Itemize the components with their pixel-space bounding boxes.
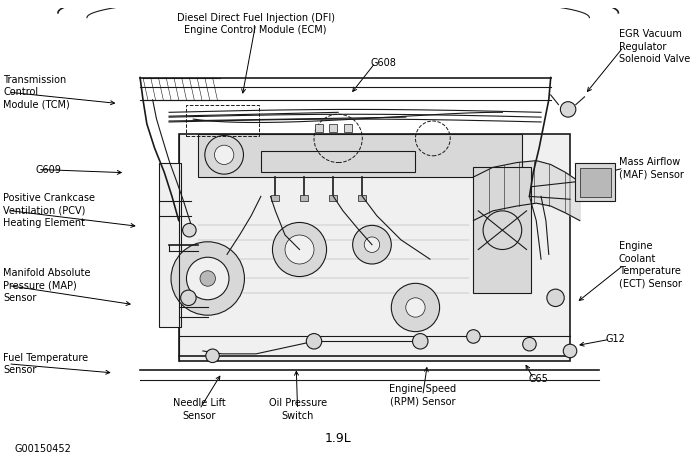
Text: G65: G65 (529, 374, 549, 384)
Bar (330, 195, 337, 201)
Circle shape (186, 257, 229, 300)
Circle shape (467, 330, 480, 343)
Circle shape (353, 225, 391, 264)
Text: G609: G609 (35, 164, 61, 175)
Circle shape (200, 271, 216, 286)
Circle shape (547, 289, 564, 307)
Text: Transmission
Control
Module (TCM): Transmission Control Module (TCM) (4, 75, 70, 110)
Bar (178, 134, 570, 361)
Text: Fuel Temperature
Sensor: Fuel Temperature Sensor (4, 353, 88, 375)
Bar (160, 162, 181, 327)
Circle shape (206, 349, 219, 363)
Bar (198, 134, 522, 177)
Text: G12: G12 (606, 334, 625, 344)
Text: Manifold Absolute
Pressure (MAP)
Sensor: Manifold Absolute Pressure (MAP) Sensor (4, 268, 91, 303)
Circle shape (272, 222, 327, 276)
Circle shape (406, 298, 425, 317)
Bar (300, 195, 308, 201)
Circle shape (412, 333, 428, 349)
Circle shape (285, 235, 314, 264)
Bar (330, 124, 337, 131)
Bar (473, 167, 531, 293)
Bar (261, 151, 416, 172)
Text: Engine
Coolant
Temperature
(ECT) Sensor: Engine Coolant Temperature (ECT) Sensor (619, 242, 682, 289)
Text: Needle Lift
Sensor: Needle Lift Sensor (173, 398, 226, 421)
Bar (575, 162, 615, 201)
Text: Engine Speed
(RPM) Sensor: Engine Speed (RPM) Sensor (389, 384, 456, 407)
Bar (358, 195, 366, 201)
Circle shape (307, 333, 322, 349)
Text: G00150452: G00150452 (15, 444, 71, 454)
Text: G608: G608 (370, 57, 396, 67)
Circle shape (523, 337, 536, 351)
Circle shape (364, 237, 379, 252)
Bar (272, 195, 279, 201)
Bar (344, 124, 351, 131)
Text: Mass Airflow
(MAF) Sensor: Mass Airflow (MAF) Sensor (619, 157, 684, 179)
Text: Oil Pressure
Switch: Oil Pressure Switch (269, 398, 327, 421)
Text: 1.9L: 1.9L (325, 432, 351, 446)
Circle shape (214, 145, 234, 164)
Bar (186, 105, 259, 136)
Text: Positive Crankcase
Ventilation (PCV)
Heating Element: Positive Crankcase Ventilation (PCV) Hea… (4, 193, 95, 228)
Text: EGR Vacuum
Regulator
Solenoid Valve: EGR Vacuum Regulator Solenoid Valve (619, 29, 690, 64)
Bar (315, 124, 323, 131)
Text: Diesel Direct Fuel Injection (DFI)
Engine Control Module (ECM): Diesel Direct Fuel Injection (DFI) Engin… (176, 13, 335, 35)
Bar (580, 168, 610, 197)
Circle shape (181, 290, 196, 306)
Circle shape (564, 344, 577, 357)
Circle shape (183, 223, 196, 237)
Circle shape (205, 136, 244, 174)
Circle shape (561, 102, 576, 117)
Circle shape (391, 284, 440, 332)
Circle shape (171, 242, 244, 315)
